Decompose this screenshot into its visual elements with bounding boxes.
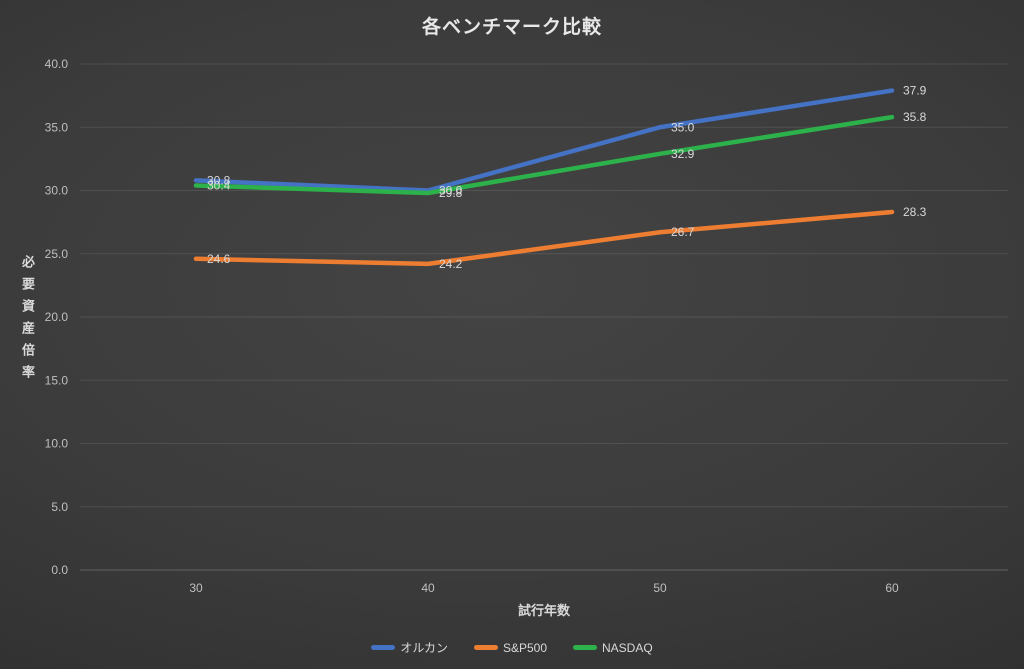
x-tick-label: 50 [653,581,667,595]
y-tick-label: 15.0 [45,373,69,387]
series-line-1 [193,209,895,267]
y-tick-label: 40.0 [45,57,69,71]
legend-swatch [473,645,498,650]
y-tick-label: 25.0 [45,247,69,261]
data-label: 35.8 [903,110,927,124]
data-label: 24.6 [207,252,231,266]
y-tick-label: 0.0 [51,563,68,577]
chart-title: 各ベンチマーク比較 [421,17,602,38]
x-axis-title: 試行年数 [517,603,570,618]
y-tick-label: 30.0 [45,184,69,198]
y-tick-label: 10.0 [45,437,69,451]
legend-swatch [573,645,597,650]
legend-label: NASDAQ [602,640,653,655]
y-tick-label: 5.0 [51,500,68,514]
data-label: 30.8 [207,173,231,187]
data-label: 30.4 [207,178,231,192]
x-tick-label: 30 [189,581,203,595]
y-axis-title: 必要資産倍率 [20,255,35,387]
data-label: 37.9 [903,84,927,98]
x-tick-label: 60 [885,581,899,595]
data-label: 29.8 [439,186,463,200]
series-line-0 [193,88,895,193]
y-tick-label: 20.0 [45,310,69,324]
chart-legend: オルカン S&P500 NASDAQ [0,639,1024,656]
legend-swatch [371,645,396,650]
legend-label: S&P500 [502,640,547,655]
data-label: 26.7 [671,225,695,239]
legend-item-nasdaq: NASDAQ [573,641,653,655]
data-label: 24.2 [439,257,463,271]
x-tick-label: 40 [421,581,435,595]
series-line-2 [193,114,895,196]
data-label: 35.0 [671,120,695,134]
data-label: 32.9 [671,147,695,161]
y-tick-label: 35.0 [45,120,69,134]
legend-label: オルカン [400,641,448,655]
data-label: 28.3 [903,205,927,219]
data-label: 30.0 [439,184,463,198]
legend-item-orukan: オルカン [371,639,448,656]
legend-item-sp500: S&P500 [473,640,547,655]
